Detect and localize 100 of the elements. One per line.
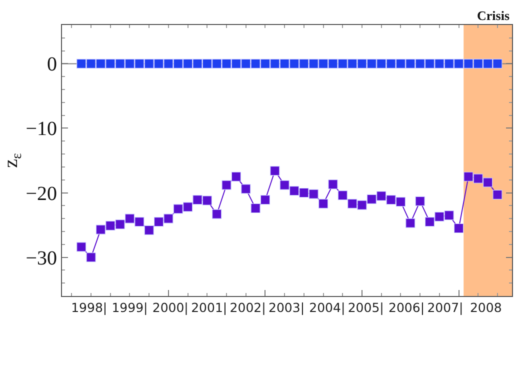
point bbox=[473, 58, 483, 69]
point bbox=[376, 58, 386, 69]
point bbox=[328, 58, 338, 69]
point bbox=[250, 58, 260, 69]
point bbox=[473, 174, 483, 184]
point bbox=[328, 180, 338, 190]
x-tick-label: 2002| bbox=[230, 300, 266, 315]
point bbox=[424, 217, 435, 227]
point bbox=[280, 180, 290, 190]
point bbox=[76, 242, 86, 252]
point bbox=[386, 195, 396, 205]
point bbox=[289, 58, 300, 69]
x-tick-label: 2005| bbox=[348, 300, 384, 315]
point bbox=[222, 58, 232, 69]
point bbox=[376, 191, 386, 201]
point bbox=[144, 58, 154, 69]
point bbox=[406, 58, 416, 69]
point bbox=[444, 58, 454, 69]
point bbox=[202, 196, 212, 206]
point bbox=[106, 220, 116, 230]
point bbox=[348, 198, 358, 209]
point bbox=[212, 58, 222, 69]
point bbox=[124, 214, 135, 224]
point bbox=[357, 200, 367, 210]
point bbox=[492, 58, 502, 69]
point bbox=[76, 58, 86, 69]
point bbox=[231, 58, 241, 69]
point bbox=[424, 58, 435, 69]
x-tick-label: 2003| bbox=[268, 300, 305, 315]
x-tick-label: 2000| bbox=[152, 300, 188, 315]
point bbox=[96, 224, 106, 234]
point bbox=[348, 58, 358, 69]
x-tick-label: 2001| bbox=[191, 300, 228, 315]
x-tick-label: 1999| bbox=[112, 300, 148, 315]
point bbox=[202, 58, 212, 69]
point bbox=[434, 212, 444, 222]
point bbox=[464, 172, 474, 182]
point bbox=[183, 202, 193, 212]
point bbox=[106, 58, 116, 69]
point bbox=[222, 180, 232, 190]
point bbox=[444, 210, 454, 220]
point bbox=[154, 58, 164, 69]
point bbox=[318, 58, 328, 69]
point bbox=[183, 58, 193, 69]
point bbox=[483, 58, 493, 69]
y-tick-label: −20 bbox=[26, 182, 57, 205]
point bbox=[308, 189, 318, 199]
point bbox=[464, 58, 474, 69]
y-tick-label: −10 bbox=[26, 118, 57, 140]
point bbox=[154, 217, 164, 227]
point bbox=[483, 178, 493, 188]
point bbox=[396, 197, 406, 207]
x-tick-label: 2007| bbox=[427, 300, 464, 315]
point bbox=[270, 58, 280, 69]
point bbox=[454, 58, 464, 69]
point bbox=[124, 58, 135, 69]
point bbox=[299, 58, 309, 69]
point bbox=[86, 252, 96, 262]
point bbox=[260, 58, 270, 69]
point bbox=[357, 58, 367, 69]
point bbox=[164, 214, 174, 224]
point bbox=[260, 195, 270, 205]
point bbox=[173, 58, 183, 69]
y-tick-label: −30 bbox=[26, 247, 57, 270]
point bbox=[144, 225, 154, 235]
x-tick-label: 2006| bbox=[388, 300, 425, 315]
x-tick-label: 2004| bbox=[309, 300, 346, 315]
point bbox=[454, 223, 464, 234]
point bbox=[366, 194, 376, 204]
point bbox=[192, 195, 202, 205]
point bbox=[134, 58, 144, 69]
point bbox=[192, 58, 202, 69]
point bbox=[289, 186, 300, 196]
point bbox=[134, 217, 144, 227]
band-label: Crisis bbox=[477, 8, 510, 23]
point bbox=[212, 209, 222, 219]
x-tick-label: 2008 bbox=[470, 300, 502, 315]
point bbox=[492, 190, 502, 200]
point bbox=[338, 58, 348, 69]
point bbox=[115, 220, 125, 230]
point bbox=[86, 58, 96, 69]
point bbox=[338, 190, 348, 200]
point bbox=[415, 196, 425, 206]
point bbox=[280, 58, 290, 69]
point bbox=[366, 58, 376, 69]
point bbox=[308, 58, 318, 69]
point bbox=[241, 58, 251, 69]
point bbox=[270, 166, 280, 176]
point bbox=[173, 204, 183, 214]
point bbox=[406, 218, 416, 228]
point bbox=[241, 184, 251, 194]
point bbox=[396, 58, 406, 69]
point bbox=[96, 58, 106, 69]
point bbox=[415, 58, 425, 69]
y-tick-label: 0 bbox=[47, 54, 57, 76]
point bbox=[299, 188, 309, 198]
point bbox=[115, 58, 125, 69]
point bbox=[434, 58, 444, 69]
point bbox=[231, 172, 241, 182]
x-tick-label: 1998| bbox=[71, 300, 108, 315]
